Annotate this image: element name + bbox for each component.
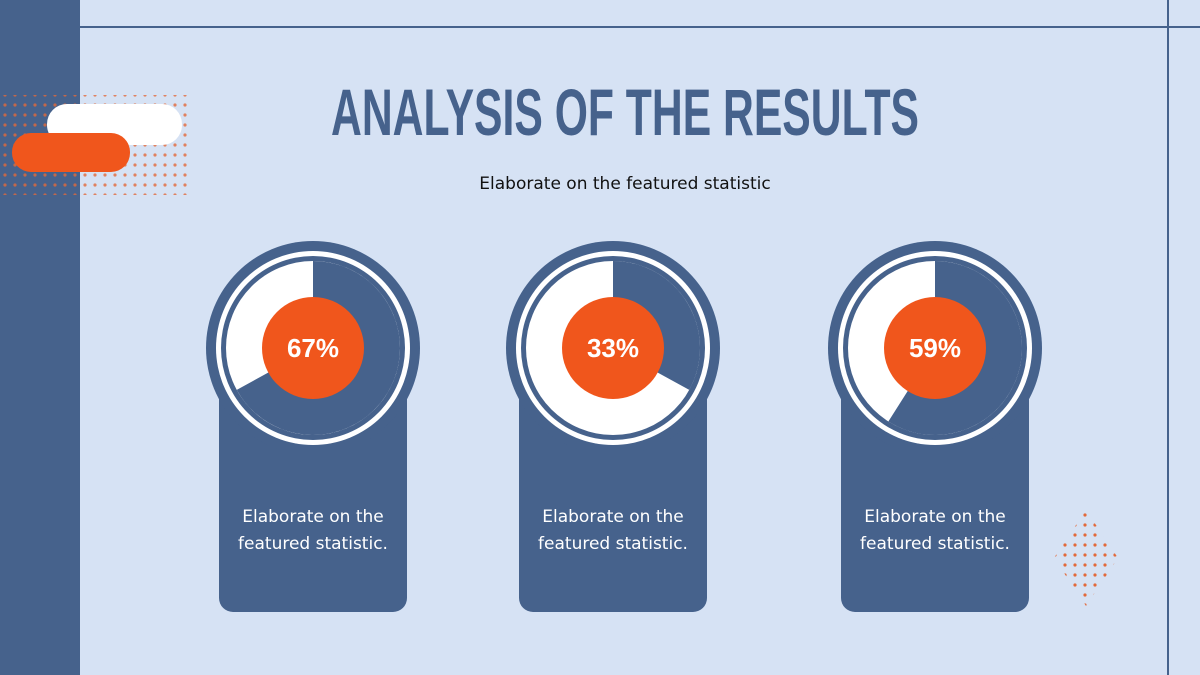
orange-pill (12, 133, 130, 172)
title: ANALYSIS OF THE RESULTS (331, 75, 919, 149)
subtitle: Elaborate on the featured statistic (479, 174, 770, 194)
stat-badge (884, 297, 986, 399)
stat-value: 67% (287, 333, 339, 363)
card-text: Elaborate on the featured statistic. (538, 507, 688, 554)
stat-badge (562, 297, 664, 399)
card-text: Elaborate on the featured statistic. (860, 507, 1010, 554)
card-text: Elaborate on the featured statistic. (238, 507, 388, 554)
dot-diamond (1054, 510, 1118, 606)
stat-value: 33% (587, 333, 639, 363)
stat-badge (262, 297, 364, 399)
stat-value: 59% (909, 333, 961, 363)
